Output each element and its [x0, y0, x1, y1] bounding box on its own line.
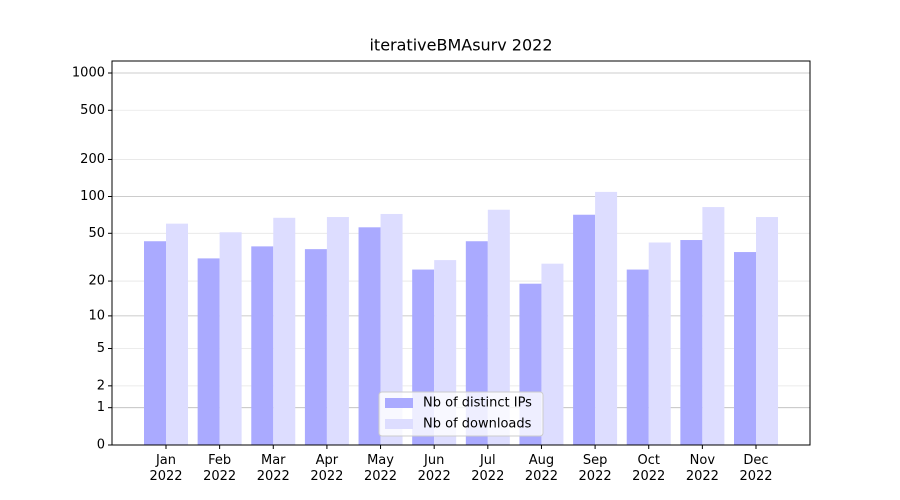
x-tick-label: Jan 2022 — [149, 453, 183, 484]
y-tick-label: 1 — [97, 400, 105, 415]
legend: Nb of distinct IPs Nb of downloads — [378, 391, 544, 437]
x-tick-label: May 2022 — [363, 453, 398, 484]
bar — [487, 209, 510, 445]
y-tick-label: 500 — [80, 103, 105, 118]
y-tick-label: 2 — [97, 378, 105, 393]
x-tick-label: Mar 2022 — [256, 453, 290, 484]
x-tick-label: Dec 2022 — [739, 453, 773, 484]
x-tick-label: Nov 2022 — [685, 453, 719, 484]
x-tick-label: Jun 2022 — [417, 453, 451, 484]
chart-title: iterativeBMAsurv 2022 — [369, 36, 552, 55]
y-tick-label: 100 — [80, 189, 105, 204]
bar — [380, 213, 403, 445]
legend-label: Nb of distinct IPs — [423, 396, 532, 411]
legend-label: Nb of downloads — [423, 417, 532, 432]
legend-swatch — [385, 398, 413, 408]
x-tick-label: Jul 2022 — [471, 453, 505, 484]
y-tick-label: 0 — [97, 438, 105, 453]
plot-frame — [111, 60, 811, 446]
bar — [734, 252, 756, 445]
y-tick-label: 20 — [88, 274, 105, 289]
bar — [304, 249, 327, 445]
y-tick-label: 50 — [88, 226, 105, 241]
bar — [251, 246, 274, 445]
bar — [144, 241, 166, 445]
bar — [541, 263, 564, 445]
x-tick-label: Oct 2022 — [632, 453, 666, 484]
bar — [702, 207, 725, 445]
y-tick-label: 1000 — [72, 66, 105, 81]
bar — [648, 242, 671, 445]
bar — [326, 217, 349, 445]
bar — [626, 269, 649, 445]
bar — [166, 223, 188, 445]
y-tick-label: 200 — [80, 152, 105, 167]
bar — [197, 258, 220, 445]
x-tick-label: Sep 2022 — [578, 453, 612, 484]
legend-frame — [378, 391, 544, 437]
bar — [680, 240, 703, 445]
y-tick-label: 10 — [88, 308, 105, 323]
x-tick-label: Aug 2022 — [524, 453, 558, 484]
bar — [358, 227, 381, 445]
y-tick-label: 5 — [97, 341, 105, 356]
bar — [756, 217, 778, 445]
bar — [273, 217, 296, 445]
bar — [573, 214, 596, 445]
legend-swatch — [385, 419, 413, 429]
bar — [595, 191, 618, 445]
x-tick-label: Feb 2022 — [203, 453, 237, 484]
x-tick-label: Apr 2022 — [310, 453, 344, 484]
bar — [219, 232, 242, 445]
